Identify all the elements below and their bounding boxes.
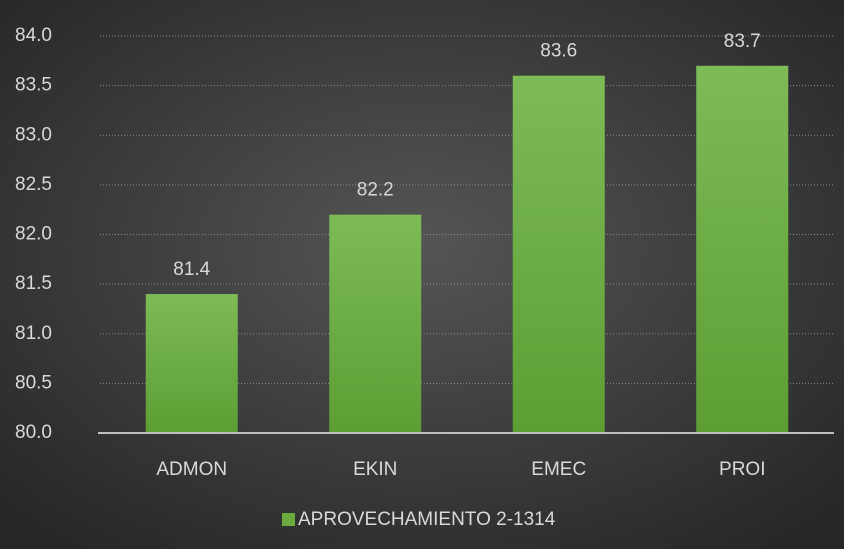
bar [696,65,789,434]
y-tick-label: 82.5 [15,174,52,195]
y-tick-label: 80.0 [15,422,52,443]
x-tick-label: EKIN [353,459,397,480]
x-tick-label: PROI [719,459,765,480]
bar [329,214,422,433]
y-tick-label: 83.0 [15,124,52,145]
legend-swatch [282,513,295,526]
data-label: 82.2 [357,180,394,201]
data-label: 83.7 [724,31,761,52]
data-label: 81.4 [173,259,210,280]
bar [512,75,605,433]
y-tick-label: 84.0 [15,25,52,46]
y-tick-label: 81.5 [15,273,52,294]
y-tick-label: 83.5 [15,75,52,96]
bar [145,294,238,433]
x-tick-label: ADMON [156,459,227,480]
legend-label: APROVECHAMIENTO 2-1314 [298,509,556,530]
x-tick-label: EMEC [531,459,586,480]
y-tick-label: 80.5 [15,372,52,393]
y-tick-label: 81.0 [15,323,52,344]
y-tick-label: 82.0 [15,224,52,245]
data-label: 83.6 [540,41,577,62]
